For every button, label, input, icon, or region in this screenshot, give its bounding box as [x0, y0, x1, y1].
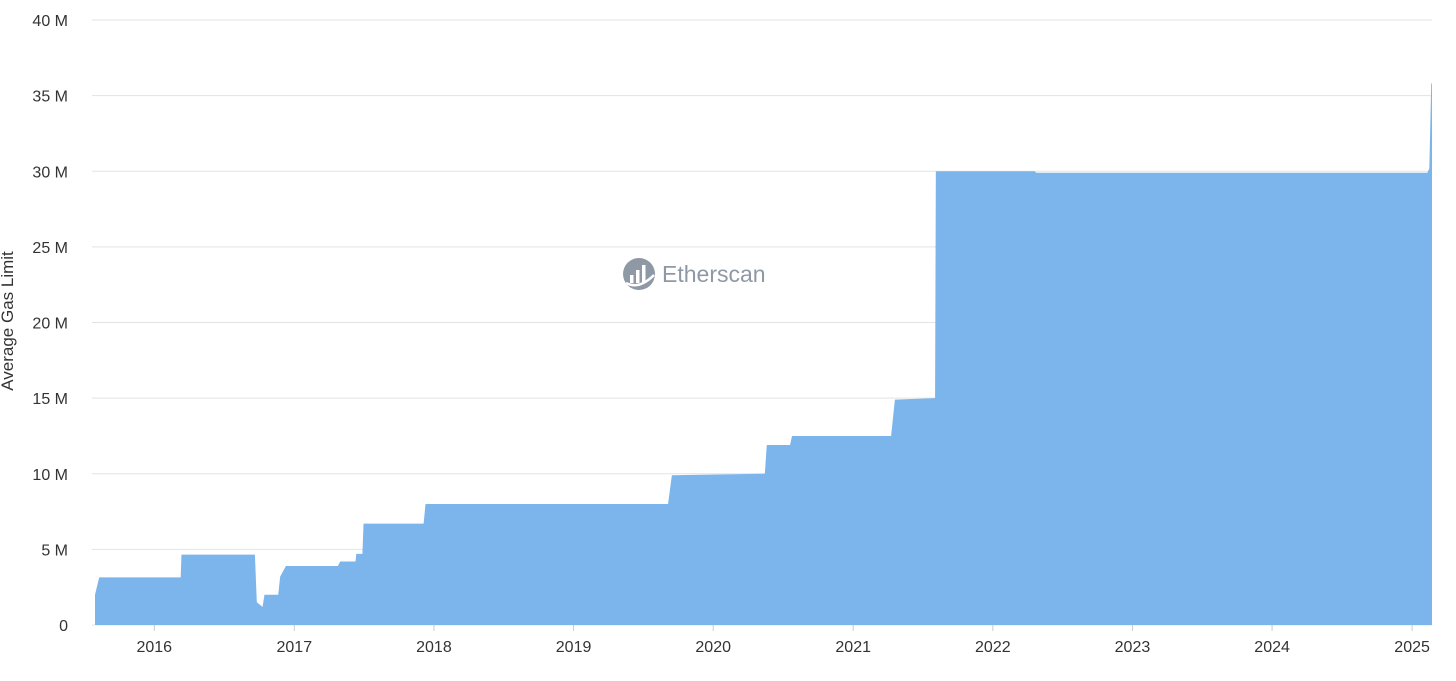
watermark-text: Etherscan — [662, 261, 766, 287]
x-tick-label: 2018 — [416, 639, 452, 656]
y-tick-label: 0 — [59, 618, 68, 635]
y-tick-label: 20 M — [32, 316, 68, 333]
x-tick-label: 2025 — [1394, 639, 1430, 656]
y-tick-label: 5 M — [41, 542, 68, 559]
x-tick-label: 2022 — [975, 639, 1011, 656]
x-tick-label: 2017 — [277, 639, 313, 656]
x-tick-label: 2024 — [1254, 639, 1290, 656]
y-tick-label: 25 M — [32, 240, 68, 257]
series-area-average-gas-limit — [95, 83, 1432, 625]
y-tick-label: 30 M — [32, 164, 68, 181]
y-tick-label: 35 M — [32, 89, 68, 106]
y-tick-label: 40 M — [32, 13, 68, 30]
y-tick-label: 15 M — [32, 391, 68, 408]
x-axis-ticks: 2016 2017 2018 2019 2020 2021 2022 2023 2024 2025 — [136, 625, 1430, 656]
y-axis-ticks: 0 5 M 10 M 15 M 20 M 25 M 30 M 35 M 40 M — [32, 13, 68, 635]
x-tick-label: 2016 — [136, 639, 172, 656]
gridlines — [92, 19, 1432, 626]
x-tick-label: 2021 — [835, 639, 871, 656]
etherscan-logo-icon — [623, 258, 655, 290]
y-axis-title: Average Gas Limit — [0, 251, 17, 391]
watermark: Etherscan — [623, 258, 766, 290]
x-tick-label: 2020 — [695, 639, 731, 656]
x-tick-label: 2019 — [556, 639, 592, 656]
y-tick-label: 10 M — [32, 467, 68, 484]
x-tick-label: 2023 — [1115, 639, 1151, 656]
